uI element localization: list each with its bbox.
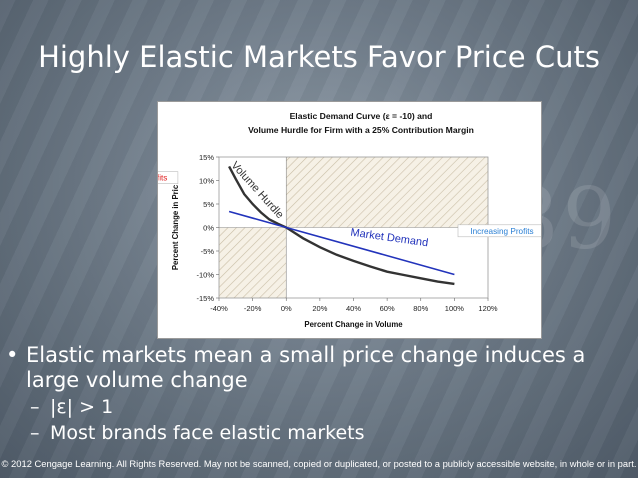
- x-tick-label: -40%: [210, 304, 228, 313]
- bullet-list: • Elastic markets mean a small price cha…: [6, 343, 631, 445]
- sub-bullet-text: Most brands face elastic markets: [50, 422, 365, 444]
- chart-title-line1: Elastic Demand Curve (ε = -10) and: [290, 111, 433, 121]
- volume-hurdle-label: Volume Hurdle: [229, 159, 286, 221]
- y-axis-label: Percent Change in Pric: [171, 184, 180, 270]
- decreasing-profits-label: Decreasing Profits: [158, 174, 167, 183]
- y-tick-label: -15%: [196, 294, 214, 303]
- x-tick-label: 0%: [281, 304, 292, 313]
- chart-title-line2: Volume Hurdle for Firm with a 25% Contri…: [248, 125, 474, 135]
- y-tick-label: -10%: [196, 271, 214, 280]
- x-tick-label: 100%: [445, 304, 465, 313]
- hatched-region: [219, 227, 287, 298]
- market-demand-line: [228, 210, 455, 276]
- chart-panel: 15% 10% 5% 0% -5% -10% -15% -40% -20% 0% 20% 40% 60%…: [89, 101, 547, 339]
- volume-hurdle-curve: [228, 165, 455, 286]
- hatched-region: [286, 157, 488, 228]
- y-tick-label: 5%: [203, 200, 214, 209]
- sub-bullet-text: |ε| > 1: [50, 396, 114, 418]
- x-tick-label: 20%: [312, 304, 327, 313]
- sub-bullet-marker: –: [30, 422, 40, 444]
- y-tick-label: 15%: [199, 153, 214, 162]
- elastic-demand-chart: 15% 10% 5% 0% -5% -10% -15%-40% -20% 0% 20% 40% 60%…: [89, 111, 547, 329]
- slide-title: Highly Elastic Markets Favor Price Cuts: [38, 40, 600, 74]
- sub-bullet-item: – |ε| > 1: [6, 395, 631, 419]
- bullet-marker: •: [6, 343, 19, 367]
- x-tick-label: -20%: [244, 304, 262, 313]
- x-tick-label: 40%: [346, 304, 361, 313]
- x-tick-label: 60%: [380, 304, 395, 313]
- x-tick-label: 80%: [413, 304, 428, 313]
- sub-bullet-marker: –: [30, 396, 40, 418]
- bullet-item: • Elastic markets mean a small price cha…: [6, 343, 631, 393]
- x-tick-label: 120%: [478, 304, 498, 313]
- copyright-footer: © 2012 Cengage Learning. All Rights Rese…: [1, 458, 637, 469]
- sub-bullet-item: – Most brands face elastic markets: [6, 421, 631, 445]
- market-demand-label: Market Demand: [350, 227, 429, 250]
- y-tick-label: 0%: [203, 224, 214, 233]
- bullet-text: Elastic markets mean a small price chang…: [26, 343, 586, 392]
- increasing-profits-label: Increasing Profits: [470, 227, 533, 236]
- y-tick-label: -5%: [201, 247, 215, 256]
- x-axis-label: Percent Change in Volume: [304, 320, 403, 329]
- y-tick-label: 10%: [199, 177, 214, 186]
